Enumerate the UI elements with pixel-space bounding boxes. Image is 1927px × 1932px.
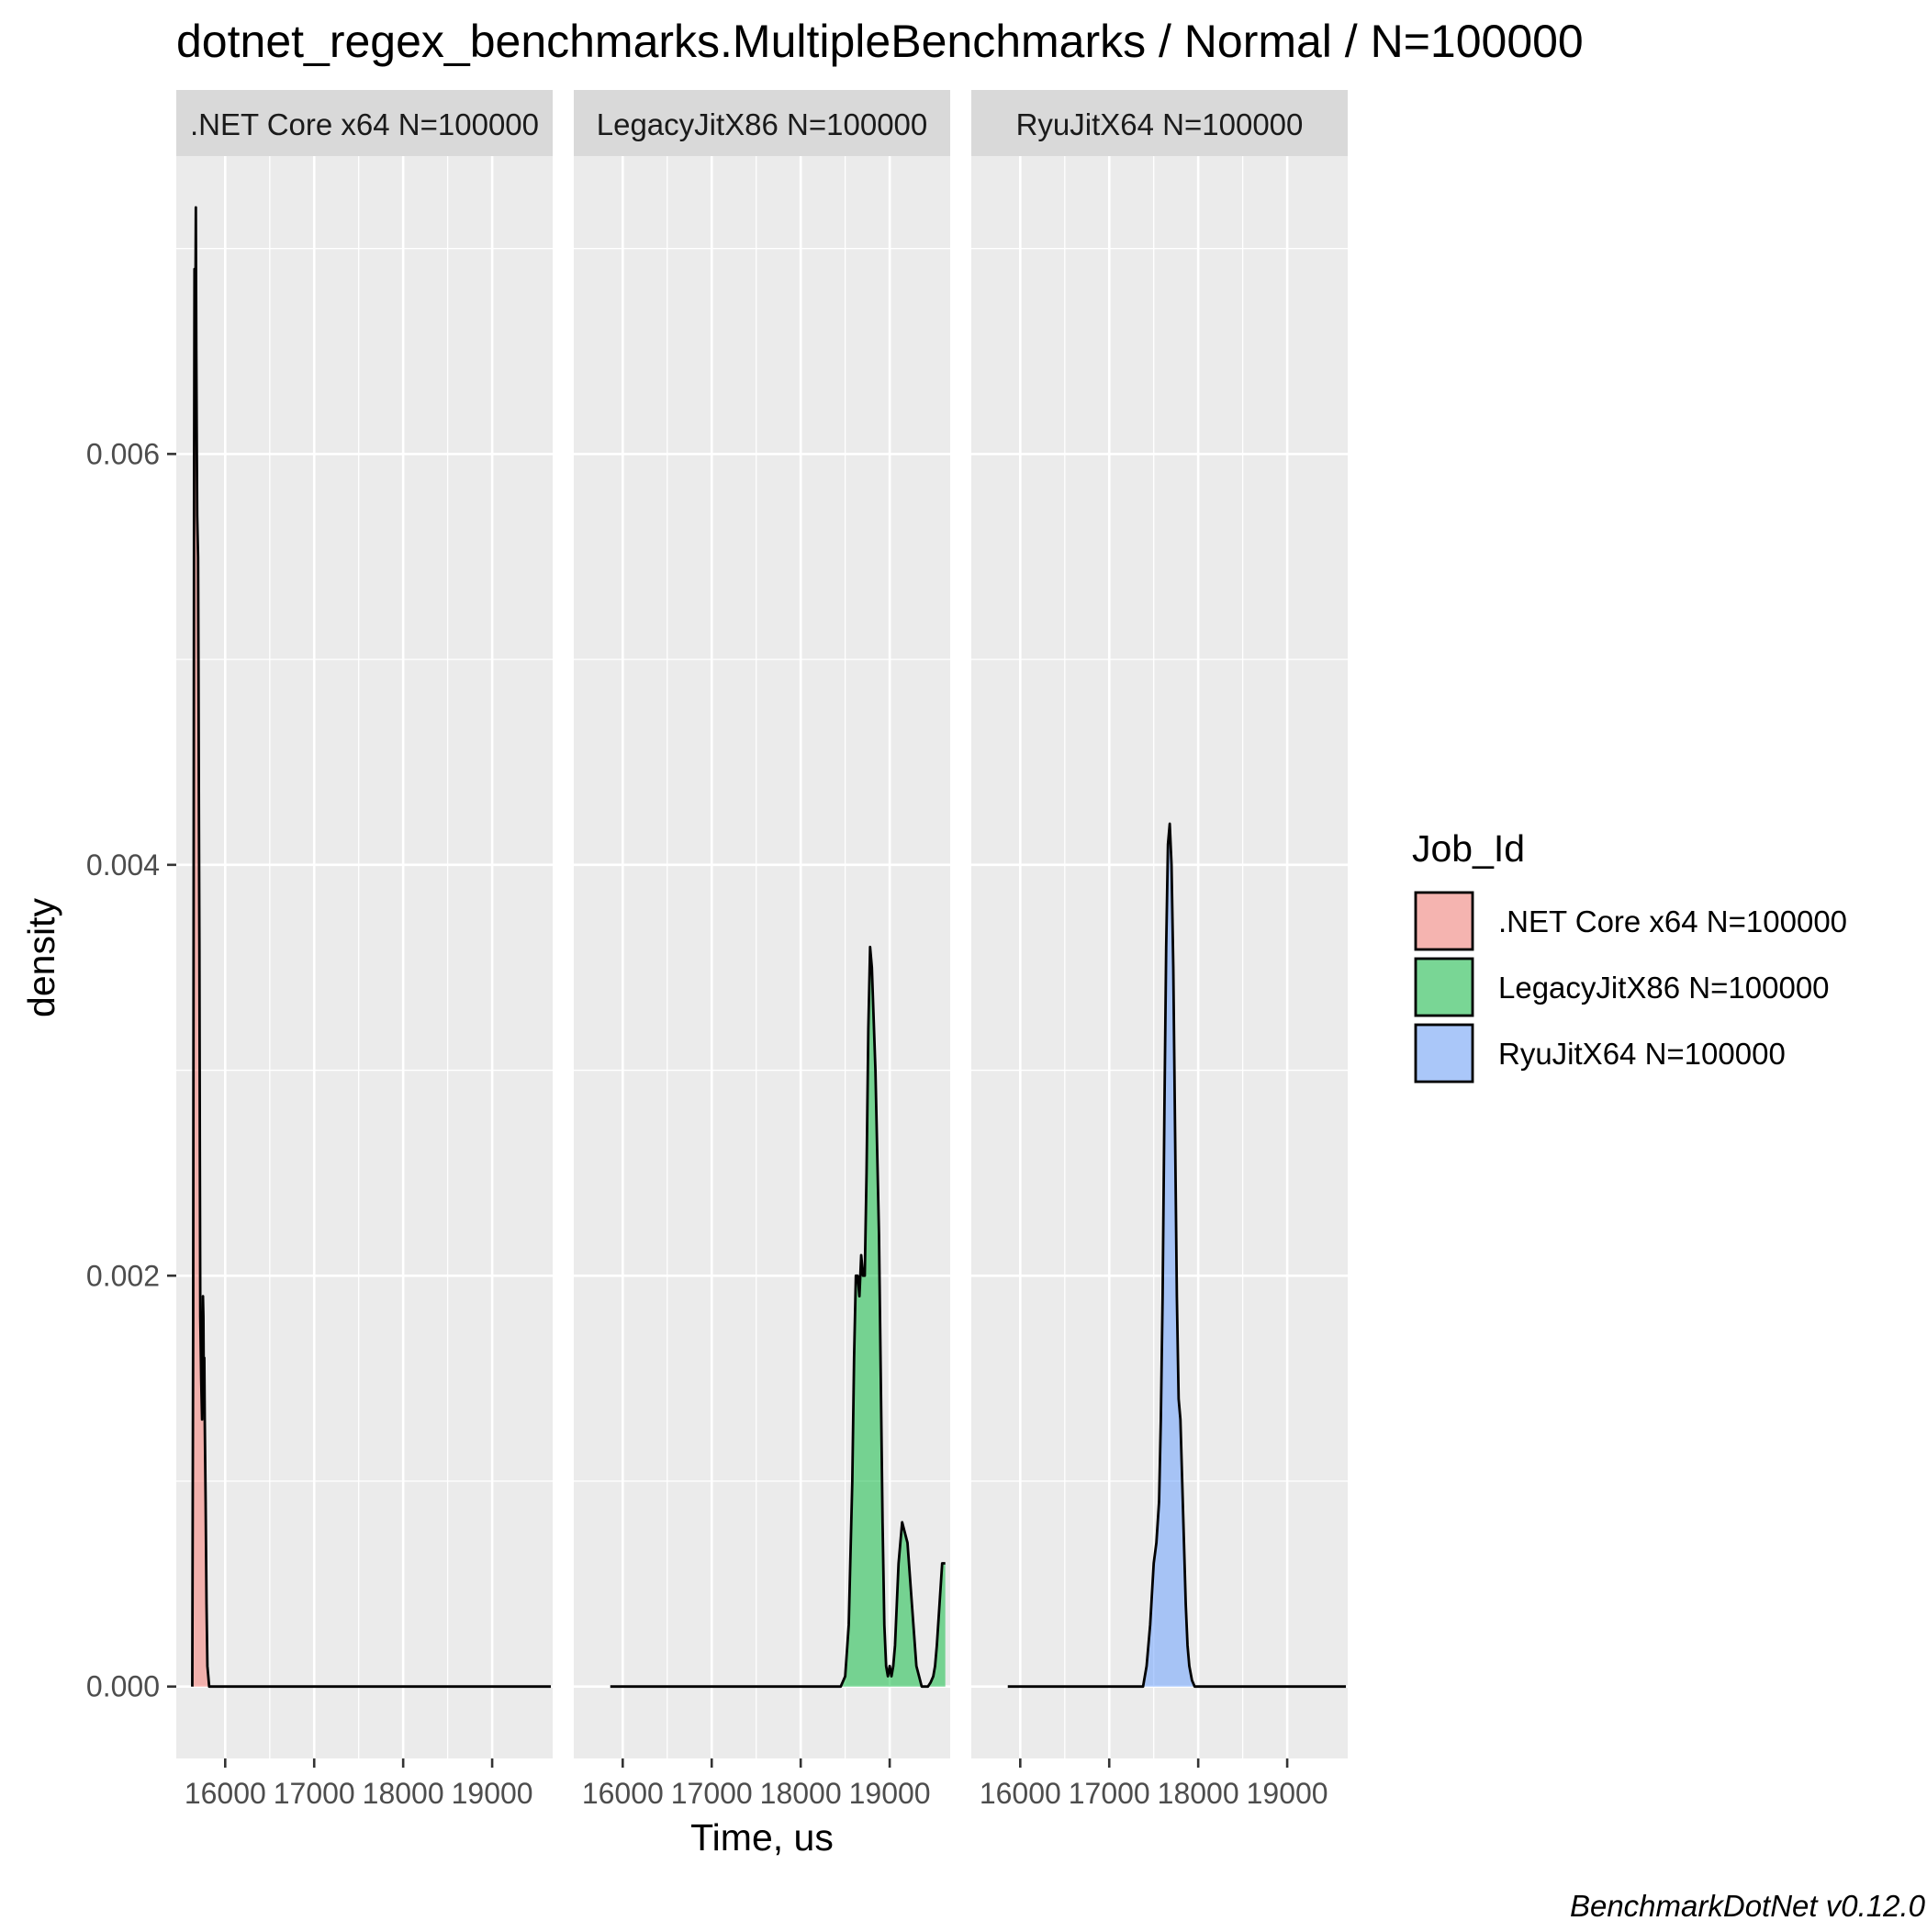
legend-title: Job_Id (1412, 827, 1525, 870)
x-tick-label: 17000 (671, 1777, 753, 1810)
legend-key (1414, 957, 1474, 1017)
x-tick-label: 16000 (582, 1777, 664, 1810)
panel-background (176, 156, 553, 1758)
x-tick-label: 16000 (980, 1777, 1061, 1810)
x-tick-label: 19000 (1247, 1777, 1328, 1810)
y-tick-label: 0.002 (86, 1259, 160, 1292)
legend-label: RyuJitX64 N=100000 (1498, 1037, 1786, 1071)
strip-background (574, 90, 950, 156)
y-tick-label: 0.000 (86, 1670, 160, 1703)
panel-background (574, 156, 950, 1758)
legend-key (1414, 891, 1474, 951)
chart-title: dotnet_regex_benchmarks.MultipleBenchmar… (176, 16, 1584, 67)
y-tick-label: 0.004 (86, 848, 160, 882)
x-tick-label: 19000 (849, 1777, 931, 1810)
legend-label: .NET Core x64 N=100000 (1498, 904, 1847, 938)
x-tick-label: 18000 (1158, 1777, 1239, 1810)
density-line (1007, 822, 1347, 1689)
x-tick-label: 17000 (1069, 1777, 1150, 1810)
x-axis-title: Time, us (690, 1816, 834, 1859)
strip-label: RyuJitX64 N=100000 (1016, 107, 1304, 141)
strip-label: .NET Core x64 N=100000 (190, 107, 539, 141)
legend-label: LegacyJitX86 N=100000 (1498, 971, 1830, 1005)
density-line (191, 206, 552, 1689)
facet-panel: LegacyJitX86 N=100000 16000 17000 18000 1900… (574, 90, 950, 1810)
legend: Job_Id .NET Core x64 N=100000 LegacyJitX8… (1412, 827, 1847, 1084)
density-area (1007, 824, 1347, 1687)
density-line (610, 945, 946, 1689)
x-tick-label: 19000 (452, 1777, 533, 1810)
x-tick-label: 16000 (185, 1777, 266, 1810)
x-tick-label: 17000 (274, 1777, 355, 1810)
strip-background (971, 90, 1348, 156)
chart-caption: BenchmarkDotNet v0.12.0 (1570, 1889, 1926, 1923)
y-axis: 0.000 0.002 0.004 0.006 (86, 437, 176, 1703)
legend-key (1414, 1023, 1474, 1084)
density-area (610, 947, 946, 1687)
x-tick-label: 18000 (363, 1777, 444, 1810)
strip-background (176, 90, 553, 156)
facet-panel: RyuJitX64 N=100000 16000 17000 18000 19000 (971, 90, 1348, 1810)
facet-panel: .NET Core x64 N=100000 16000 17000 18000 190… (176, 90, 553, 1810)
x-tick-label: 18000 (760, 1777, 842, 1810)
y-tick-label: 0.006 (86, 437, 160, 470)
strip-label: LegacyJitX86 N=100000 (597, 107, 928, 141)
y-axis-title: density (20, 898, 62, 1017)
